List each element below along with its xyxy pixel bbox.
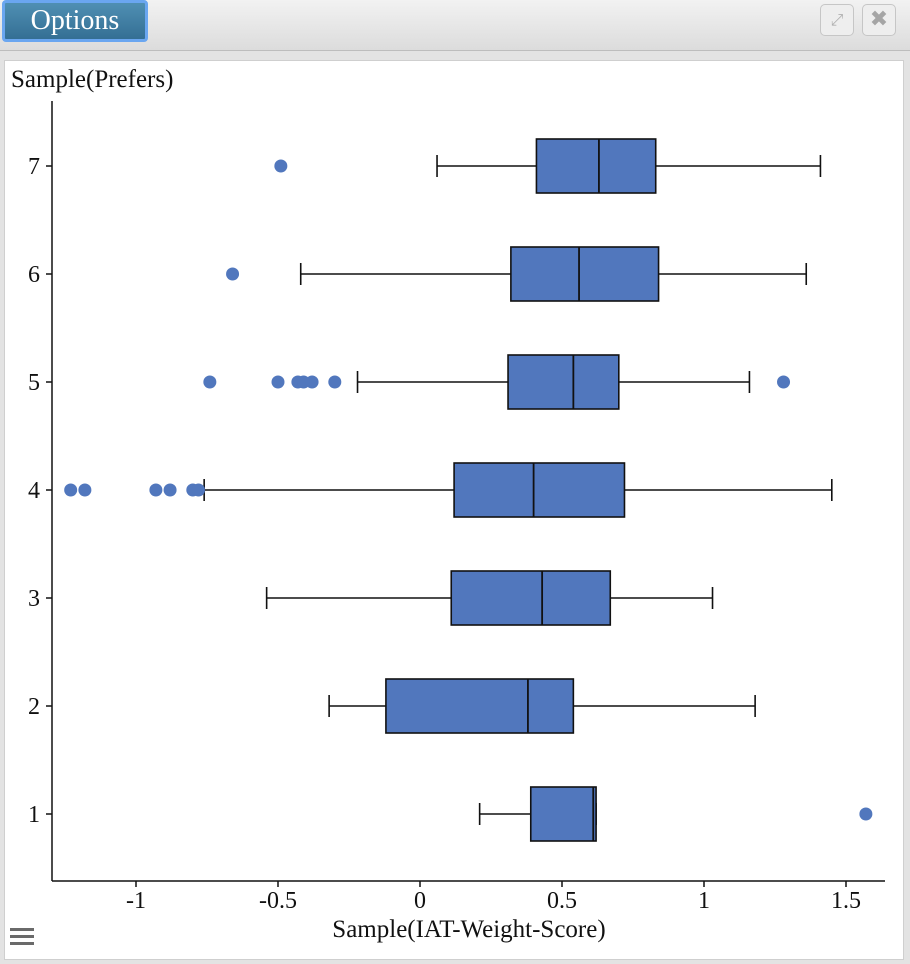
x-tick-label: 0.5	[547, 888, 577, 914]
y-tick-label: 5	[28, 370, 40, 396]
outlier-point	[859, 807, 873, 821]
outlier-point	[328, 375, 342, 389]
outlier-point	[203, 375, 217, 389]
box-iqr	[453, 462, 626, 518]
options-button[interactable]: Options	[2, 0, 148, 42]
y-tick-label: 1	[28, 802, 40, 828]
box-iqr	[507, 354, 620, 410]
y-tick-label: 2	[28, 694, 40, 720]
outlier-point	[274, 159, 288, 173]
y-tick-label: 3	[28, 586, 40, 612]
x-tick-label: 1	[698, 888, 710, 914]
box-iqr	[450, 570, 612, 626]
outlier-point	[191, 483, 205, 497]
x-axis-label: Sample(IAT-Weight-Score)	[332, 916, 605, 943]
outlier-point	[149, 483, 163, 497]
expand-icon[interactable]: ⤢	[820, 4, 854, 36]
x-tick-label: -0.5	[259, 888, 297, 914]
outlier-point	[163, 483, 177, 497]
outlier-point	[78, 483, 92, 497]
outlier-point	[64, 483, 78, 497]
y-tick-label: 7	[28, 154, 40, 180]
outlier-point	[777, 375, 791, 389]
outlier-point	[305, 375, 319, 389]
box-iqr	[385, 678, 575, 734]
outlier-point	[226, 267, 240, 281]
outlier-point	[271, 375, 285, 389]
box-iqr	[529, 786, 597, 842]
x-tick-label: 1.5	[831, 888, 861, 914]
y-axis-label: Sample(Prefers)	[11, 66, 173, 93]
y-tick-label: 6	[28, 262, 40, 288]
chart-panel: -1 -0.5 0 0.5 1 1.5 1 2 3 4 5 6 7 Sample(Prefers) Samp…	[4, 60, 904, 960]
x-tick-label: 0	[414, 888, 426, 914]
title-bar: Options ⤢ ✖	[0, 0, 910, 51]
close-icon[interactable]: ✖	[862, 4, 896, 36]
box-iqr	[510, 246, 660, 302]
boxplot-chart: -1 -0.5 0 0.5 1 1.5 1 2 3 4 5 6 7 Sample(Prefers) Samp…	[11, 66, 885, 943]
x-tick-label: -1	[126, 888, 146, 914]
hamburger-menu-icon[interactable]	[10, 928, 34, 948]
y-tick-label: 4	[28, 478, 40, 504]
box-iqr	[535, 138, 657, 194]
